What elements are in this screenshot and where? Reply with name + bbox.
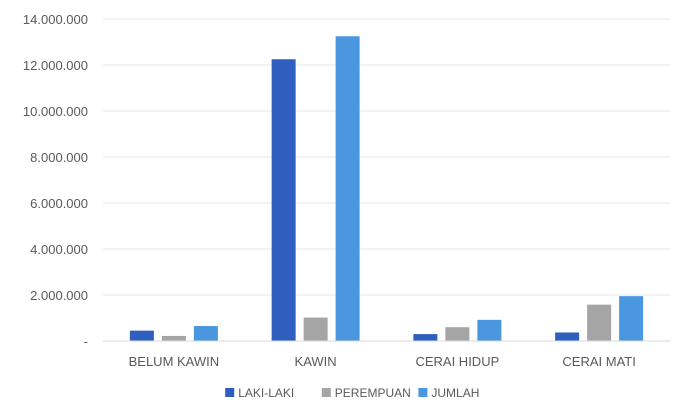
- bar-jumlah-kawin: [335, 36, 360, 341]
- bars: [129, 36, 644, 341]
- legend-item: JUMLAH: [418, 386, 479, 400]
- legend-swatch: [418, 388, 428, 397]
- legend-item: LAKI-LAKI: [225, 386, 294, 400]
- y-axis-tick-labels: - 2.000.000 4.000.000 6.000.000 8.000.000 10.…: [23, 12, 88, 349]
- legend-label: PEREMPUAN: [335, 386, 411, 400]
- bar-jumlah-cerai-hidup: [477, 319, 502, 341]
- bar-laki-laki-belum-kawin: [129, 330, 154, 341]
- bar-perempuan-kawin: [303, 317, 328, 341]
- y-tick-label: -: [84, 334, 88, 349]
- legend-swatch: [225, 388, 235, 397]
- bar-laki-laki-cerai-mati: [555, 332, 580, 341]
- bar-jumlah-belum-kawin: [193, 326, 218, 341]
- bar-perempuan-cerai-mati: [587, 304, 612, 341]
- bar-jumlah-cerai-mati: [619, 296, 644, 341]
- y-tick-label: 6.000.000: [30, 196, 88, 211]
- legend-label: JUMLAH: [431, 386, 479, 400]
- y-tick-label: 2.000.000: [30, 288, 88, 303]
- bar-laki-laki-kawin: [271, 59, 296, 341]
- y-tick-label: 8.000.000: [30, 150, 88, 165]
- legend-label: LAKI-LAKI: [238, 386, 294, 400]
- legend: LAKI-LAKI PEREMPUAN JUMLAH: [225, 386, 479, 400]
- x-category-label: CERAI MATI: [562, 354, 635, 369]
- legend-swatch: [321, 388, 331, 397]
- y-tick-label: 10.000.000: [23, 104, 88, 119]
- x-category-label: KAWIN: [295, 354, 337, 369]
- x-axis-category-labels: BELUM KAWIN KAWIN CERAI HIDUP CERAI MATI: [129, 354, 636, 369]
- legend-item: PEREMPUAN: [321, 386, 411, 400]
- x-category-label: CERAI HIDUP: [415, 354, 499, 369]
- y-tick-label: 14.000.000: [23, 12, 88, 27]
- y-tick-label: 4.000.000: [30, 242, 88, 257]
- bar-perempuan-belum-kawin: [161, 335, 186, 341]
- bar-laki-laki-cerai-hidup: [413, 334, 438, 341]
- y-tick-label: 12.000.000: [23, 58, 88, 73]
- gridlines: [103, 18, 670, 296]
- bar-perempuan-cerai-hidup: [445, 327, 470, 341]
- x-category-label: BELUM KAWIN: [129, 354, 220, 369]
